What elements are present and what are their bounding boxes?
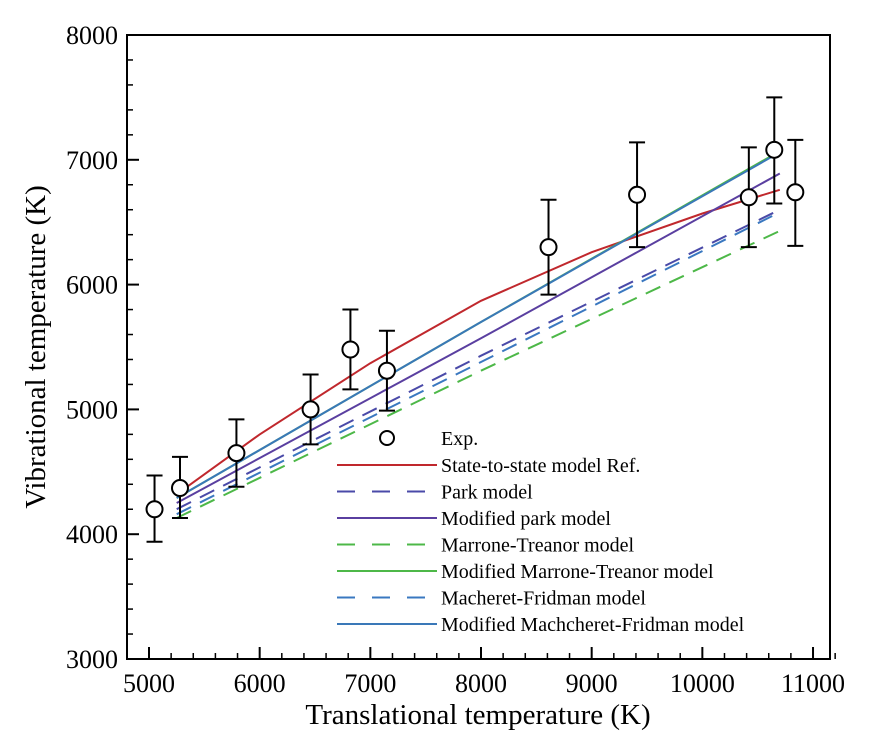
exp-data-point — [145, 500, 164, 519]
legend-label: State-to-state model Ref. — [441, 455, 640, 477]
plot-frame — [126, 34, 831, 660]
legend-label: Macheret-Fridman model — [441, 588, 646, 610]
series-line-marrone-treanor-model — [176, 229, 781, 519]
exp-data-point — [786, 183, 805, 202]
y-tick-label: 8000 — [66, 21, 118, 50]
series-line-park-model — [176, 208, 781, 511]
legend-label: Modified Marrone-Treanor model — [441, 561, 714, 583]
exp-data-point — [341, 340, 360, 359]
series-line-macheret-fridman-model — [176, 211, 781, 516]
y-tick-label: 6000 — [66, 271, 118, 300]
exp-data-point — [765, 140, 784, 159]
x-tick-label: 8000 — [455, 669, 507, 698]
legend-label: Modified park model — [441, 508, 611, 530]
legend-label: Park model — [441, 482, 533, 504]
legend-label: Marrone-Treanor model — [441, 535, 635, 557]
x-tick-label: 9000 — [566, 669, 618, 698]
x-tick-label: 7000 — [344, 669, 396, 698]
exp-data-point — [170, 479, 189, 498]
x-tick-label: 10000 — [670, 669, 735, 698]
legend-label: Modified Machcheret-Fridman model — [441, 614, 745, 636]
y-tick-label: 5000 — [66, 395, 118, 424]
exp-data-point — [628, 185, 647, 204]
x-tick-label: 5000 — [123, 669, 175, 698]
legend-marker-exp — [379, 430, 395, 446]
x-tick-label: 6000 — [234, 669, 286, 698]
exp-data-point — [539, 238, 558, 257]
legend-label: Exp. — [441, 428, 478, 450]
y-tick-label: 7000 — [66, 146, 118, 175]
exp-data-point — [377, 361, 396, 380]
series-line-state-to-state-model-ref- — [176, 188, 781, 496]
exp-data-point — [739, 188, 758, 207]
x-tick-label: 11000 — [781, 669, 845, 698]
series-line-modified-park-model — [176, 172, 781, 504]
y-tick-label: 3000 — [66, 645, 118, 674]
series-line-modified-machcheret-fridman-model — [176, 151, 781, 499]
exp-data-point — [227, 444, 246, 463]
y-axis-label: Vibrational temperature (K) — [20, 185, 52, 509]
x-axis-label: Translational temperature (K) — [305, 699, 650, 731]
exp-data-point — [301, 400, 320, 419]
y-tick-label: 4000 — [66, 520, 118, 549]
